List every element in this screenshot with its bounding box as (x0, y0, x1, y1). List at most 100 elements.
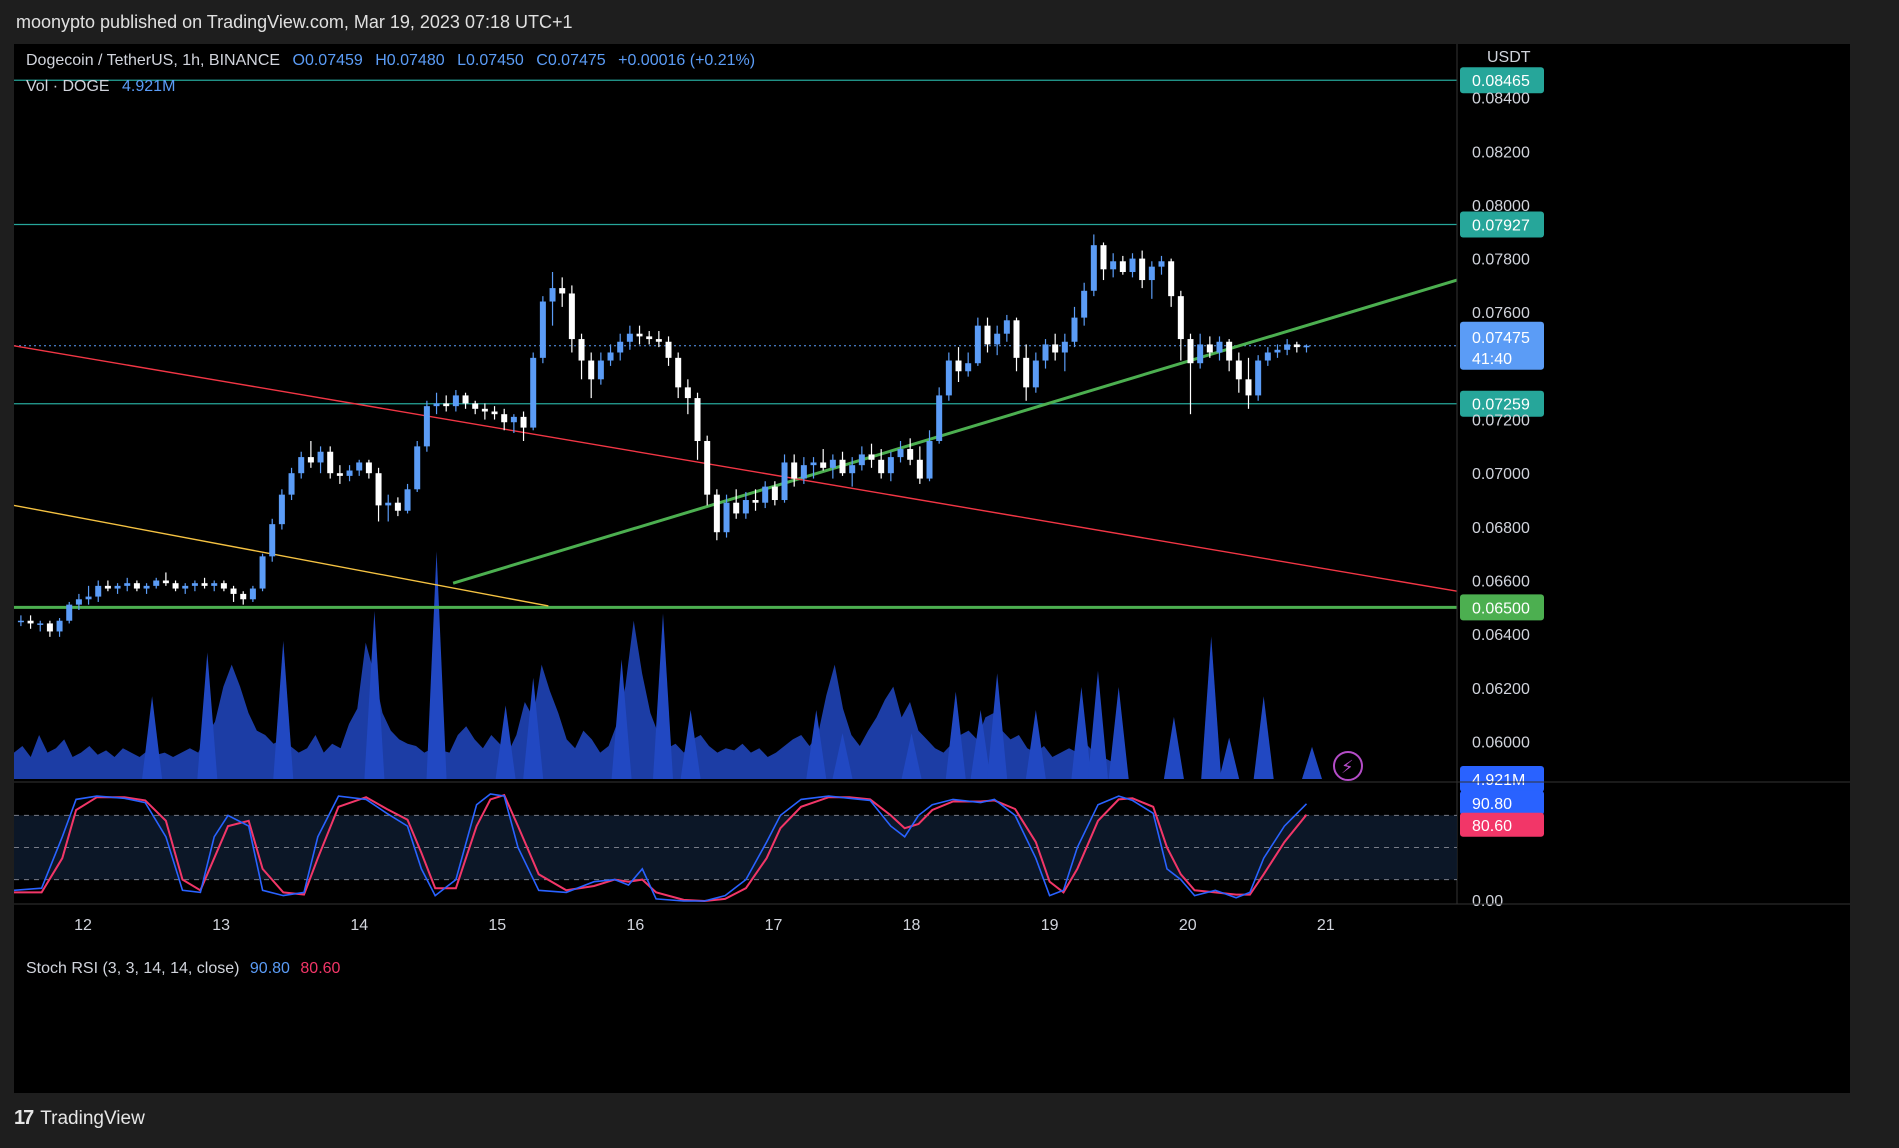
y-tick-label: 0.07600 (1472, 305, 1530, 322)
stoch-d-value: 80.60 (300, 960, 341, 977)
candle-body (936, 395, 943, 442)
candle-body (588, 360, 595, 380)
candle-body (539, 301, 546, 358)
candle-body (916, 459, 923, 479)
stoch-k-line (14, 793, 1308, 902)
y-tick-label: 0.06800 (1472, 520, 1530, 537)
volume-peak (495, 705, 516, 779)
volume-peak (364, 611, 385, 779)
y-tick-label: 0.06000 (1472, 734, 1530, 751)
candle-body (723, 502, 730, 533)
volume-label[interactable]: Vol · DOGE (26, 78, 110, 95)
volume-last-label: 4.921M (1472, 772, 1525, 789)
candle-body (462, 395, 469, 404)
symbol-info-row: Dogecoin / TetherUS, 1h, BINANCE O0.0745… (26, 52, 763, 70)
candle-body (1042, 344, 1049, 361)
candle-body (162, 580, 169, 584)
volume-peak (523, 677, 544, 779)
candle-body (1110, 261, 1117, 270)
candle-body (1158, 261, 1165, 267)
candle-body (153, 580, 160, 586)
candle-body (1197, 344, 1204, 364)
trendline-red (14, 345, 1458, 592)
candle-body (220, 583, 227, 589)
y-tick-label: 0.08000 (1472, 198, 1530, 215)
candle-body (1264, 352, 1271, 361)
candle-body (491, 411, 498, 415)
candle-body (95, 585, 102, 597)
volume-peak (832, 733, 853, 779)
candle-body (1255, 360, 1262, 396)
volume-peak (680, 710, 701, 779)
candle-body (1168, 261, 1175, 297)
candle-body (307, 457, 314, 463)
stoch-rsi-label[interactable]: Stoch RSI (3, 3, 14, 14, close) (26, 960, 240, 977)
price-chart[interactable]: 0.08465 0.07927 0.07259 0.06500 USDT 0.08400 0… (14, 44, 1850, 1093)
ohlc-close: C0.07475 (536, 52, 606, 69)
candle-body (1061, 341, 1068, 353)
tradingview-mark-icon: 17 (14, 1107, 34, 1129)
x-tick-label: 21 (1317, 917, 1335, 934)
candle-body (1129, 258, 1136, 273)
candle-body (1245, 379, 1252, 396)
candle-body (1013, 320, 1020, 358)
candle-body (549, 288, 556, 302)
volume-peak (1201, 636, 1222, 779)
candle-body (530, 357, 537, 428)
candle-body (124, 583, 131, 586)
volume-peak (1302, 746, 1323, 779)
candle-body (733, 502, 740, 514)
candle-body (1032, 360, 1039, 388)
volume-peak (197, 652, 218, 779)
candle-body (800, 465, 807, 479)
volume-peak (1253, 696, 1274, 779)
candle-body (1071, 317, 1078, 342)
level-label: 0.08465 (1472, 73, 1530, 90)
candle-body (1177, 296, 1184, 340)
chart-frame[interactable]: 0.08465 0.07927 0.07259 0.06500 USDT 0.08400 0… (14, 44, 1850, 1093)
candle-body (510, 416, 517, 423)
candle-body (1100, 245, 1107, 270)
candle-body (887, 457, 894, 474)
candle-body (984, 325, 991, 345)
candle-body (1303, 345, 1310, 348)
candle-body (211, 583, 218, 586)
candle-body (443, 403, 450, 407)
candle-body (578, 339, 585, 361)
volume-area (14, 620, 1111, 779)
ohlc-high: H0.07480 (375, 52, 445, 69)
x-tick-label: 16 (626, 917, 644, 934)
volume-peak (1219, 737, 1240, 779)
candle-body (37, 623, 44, 625)
y-tick-label: 0.06400 (1472, 627, 1530, 644)
candle-body (17, 620, 24, 623)
candle-body (85, 596, 92, 600)
x-tick-label: 17 (765, 917, 783, 934)
candle-body (675, 357, 682, 388)
candle-body (694, 398, 701, 442)
symbol-name[interactable]: Dogecoin / TetherUS, 1h, BINANCE (26, 52, 281, 69)
trendline-yellow (14, 504, 549, 607)
tradingview-brand: TradingView (40, 1107, 145, 1129)
candle-body (298, 457, 305, 474)
candle-body (375, 473, 382, 506)
candle-body (46, 623, 53, 632)
candle-body (356, 462, 363, 471)
candle-body (713, 494, 720, 533)
candle-body (172, 583, 179, 589)
candle-body (897, 449, 904, 458)
candle-body (742, 500, 749, 514)
publisher-header: moonypto published on TradingView.com, M… (0, 0, 1899, 44)
y-tick-label: 0.07800 (1472, 252, 1530, 269)
x-tick-label: 15 (488, 917, 506, 934)
x-tick-label: 14 (350, 917, 368, 934)
candle-body (1284, 344, 1291, 350)
level-label: 0.07927 (1472, 218, 1530, 235)
tradingview-logo[interactable]: 17 TradingView (14, 1107, 145, 1130)
candle-body (781, 462, 788, 501)
volume-peak (142, 696, 163, 779)
candle-body (66, 604, 73, 621)
candle-body (1003, 320, 1010, 334)
y-tick-label: 0.08400 (1472, 91, 1530, 108)
candle-body (1052, 344, 1059, 353)
